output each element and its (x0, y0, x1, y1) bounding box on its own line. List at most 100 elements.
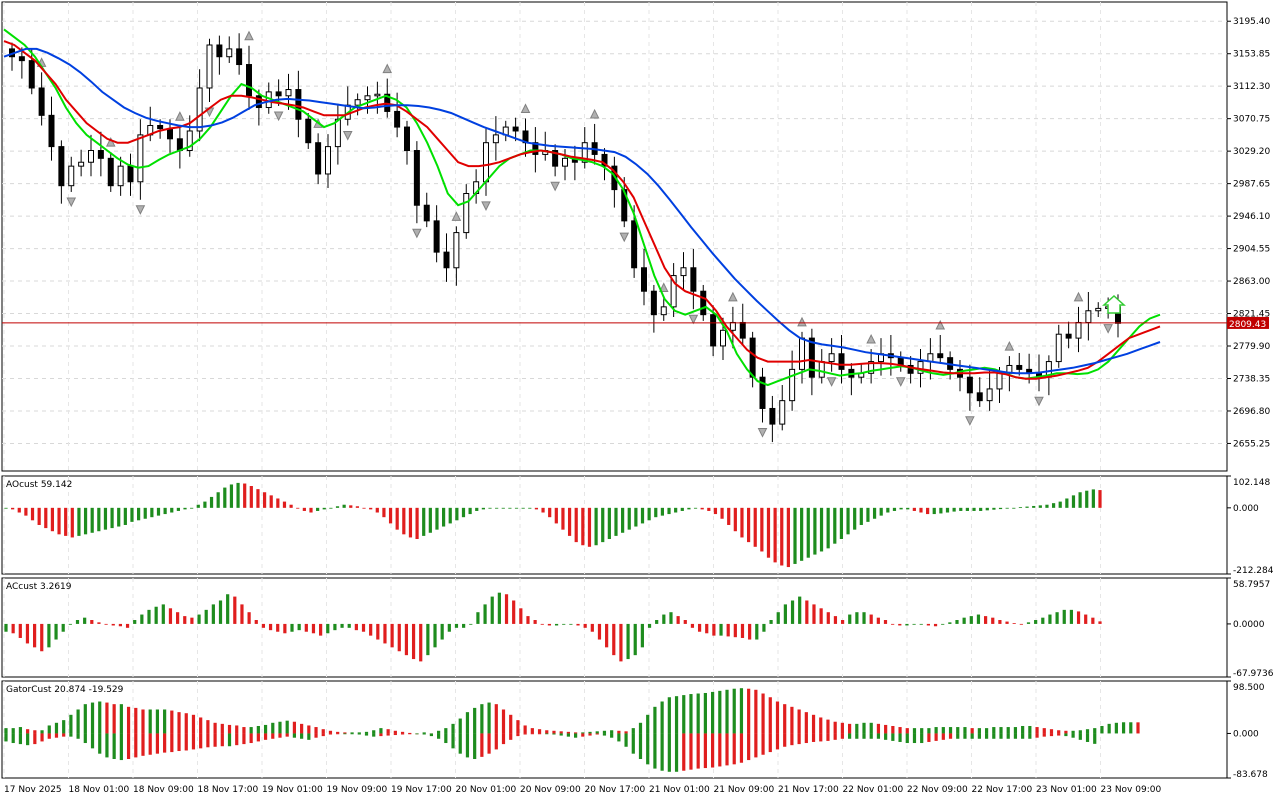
ac-bar (1005, 621, 1009, 624)
gator-upper-bar (1035, 727, 1039, 734)
gator-upper-bar (249, 727, 253, 734)
ao-bar (495, 507, 499, 509)
candle-bullish (374, 93, 381, 97)
ac-bar (905, 623, 909, 626)
fractal-up-arrow (451, 211, 462, 221)
gator-lower-bar (1021, 733, 1025, 739)
ac-bar (18, 623, 22, 638)
ac-bar (469, 623, 473, 625)
ao-bar (243, 483, 247, 508)
gator-upper-bar (47, 725, 51, 734)
gator-lower-bar (357, 733, 361, 735)
ac-bar (40, 623, 44, 652)
gator-upper-bar (422, 732, 426, 734)
gator-upper-bar (357, 732, 361, 734)
gator-lower-bar (400, 733, 405, 735)
candle-bullish (799, 337, 805, 370)
candle-bearish (710, 314, 717, 347)
ao-bar (1032, 505, 1036, 508)
gator-lower-bar (1057, 733, 1061, 736)
ac-bar (898, 623, 902, 626)
ao-bar (97, 507, 101, 532)
gator-upper-bar (725, 689, 729, 734)
fractal-down-arrow (412, 228, 422, 239)
gator-lower-bar (437, 733, 441, 739)
candle-bearish (97, 150, 104, 159)
gator-lower-bar (660, 733, 664, 771)
gator-lower-bar (732, 733, 736, 765)
ao-bar (322, 507, 326, 510)
gator-lower-bar (54, 733, 59, 738)
price-y-tick-label: 2779.90 (1233, 342, 1270, 352)
ac-y-tick-label: -67.9736 (1233, 669, 1274, 679)
gator-lower-bar (804, 733, 808, 744)
candle-bearish (641, 267, 647, 292)
gator-upper-bar (494, 704, 498, 734)
ac-bar (812, 604, 816, 624)
gator-upper-bar (473, 707, 477, 734)
ao-bar (594, 507, 598, 546)
candle-bullish (660, 306, 667, 316)
current-price-label: 2809.43 (1229, 320, 1266, 330)
candle-bearish (443, 251, 450, 269)
ac-bar (983, 616, 988, 624)
ac-bar (125, 623, 130, 628)
fractal-down-arrow (342, 131, 353, 141)
ac-bar (1055, 612, 1059, 624)
ao-bar (1091, 489, 1095, 508)
gator-upper-bar (321, 729, 325, 734)
ao-bar (773, 507, 777, 563)
fractal-up-arrow (1073, 291, 1084, 302)
ao-bar (1098, 490, 1102, 508)
gator-lower-bar (119, 733, 123, 761)
ao-bar (800, 507, 804, 561)
gator-lower-bar (11, 733, 15, 744)
candle-bearish (236, 48, 243, 66)
gator-upper-bar (480, 704, 484, 734)
ac-bar (61, 623, 65, 632)
gator-upper-bar (790, 706, 794, 734)
ac-bar (669, 612, 673, 624)
gator-upper-bar (170, 710, 174, 734)
gator-lower-bar (963, 733, 967, 739)
ac-bar (154, 606, 158, 624)
gator-upper-bar (278, 721, 282, 734)
ao-bar (249, 486, 253, 508)
gator-upper-bar (1057, 730, 1061, 734)
candle-bearish (255, 95, 262, 109)
candle-bullish (492, 134, 499, 144)
moving-average-line-1 (3, 40, 1161, 380)
gator-upper-bar (119, 704, 123, 734)
ac-bar (1041, 617, 1045, 624)
ao-bar (203, 501, 207, 508)
ao-bar (766, 507, 771, 558)
gator-lower-bar (69, 733, 73, 737)
fractal-down-arrow (481, 201, 491, 211)
candle-bullish (1075, 321, 1082, 339)
ao-bar (90, 507, 94, 533)
ao-bar (11, 507, 15, 510)
ao-bar (196, 504, 200, 508)
x-tick-label: 20 Nov 01:00 (456, 785, 517, 795)
ac-bar (883, 620, 888, 624)
ac-bar (933, 623, 938, 627)
candle-bullish (789, 368, 796, 402)
ao-bar (720, 507, 724, 519)
x-tick-label: 22 Nov 09:00 (907, 785, 968, 795)
candle-bearish (838, 353, 845, 370)
ao-bar (137, 507, 141, 521)
fractal-down-arrow (688, 314, 699, 325)
gator-lower-bar (574, 733, 578, 738)
ac-bar (411, 623, 416, 660)
gator-upper-bar (574, 732, 578, 734)
price-y-tick-label: 2946.10 (1233, 212, 1270, 222)
ao-bar (57, 507, 61, 535)
ao-bar (574, 507, 578, 543)
ac-bar (576, 623, 580, 626)
ao-bar (37, 507, 41, 525)
panel-frame-ao (1, 475, 1228, 575)
ao-bar (733, 507, 737, 532)
gator-lower-bar (249, 733, 253, 744)
